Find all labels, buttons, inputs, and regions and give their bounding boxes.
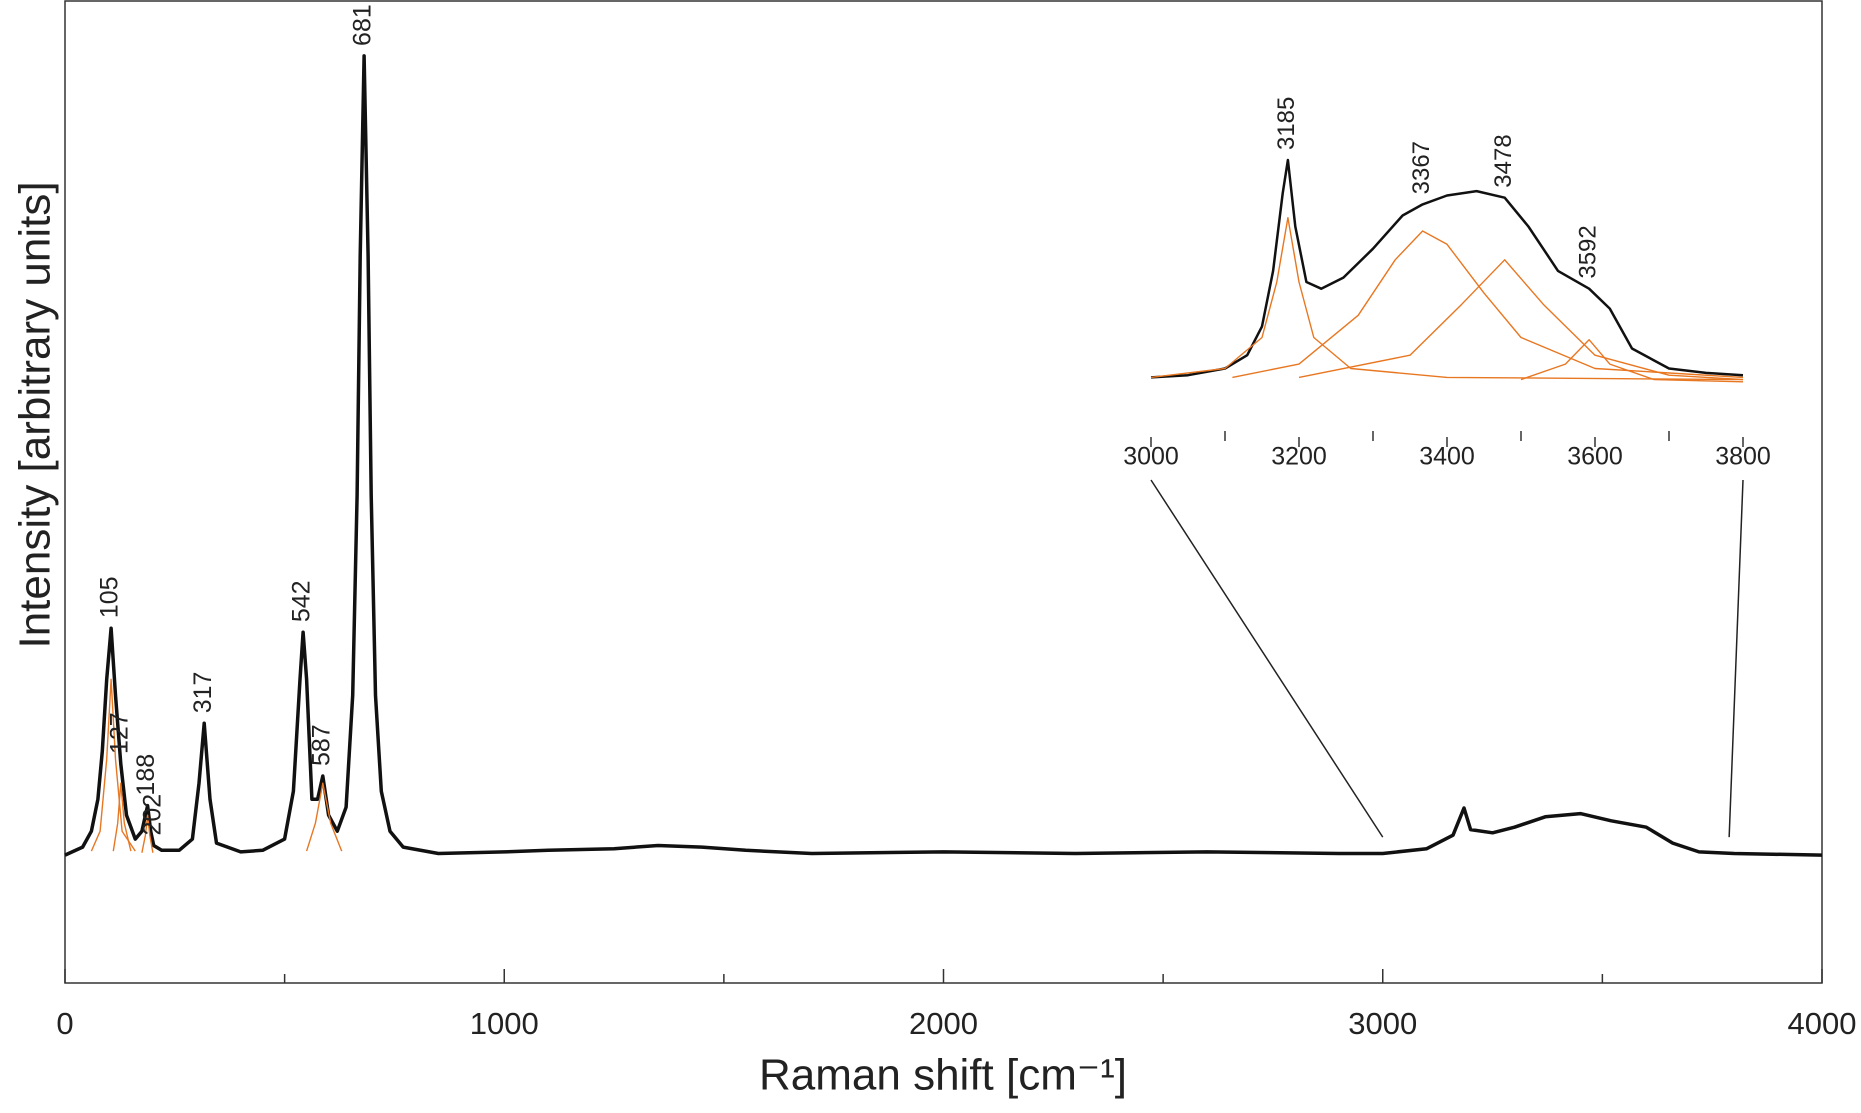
spectrum bbox=[1150, 158, 1744, 379]
x-tick-label: 1000 bbox=[470, 1006, 539, 1041]
peak-label: 127 bbox=[105, 712, 133, 754]
fit-component bbox=[1298, 259, 1744, 381]
x-tick-label: 3400 bbox=[1419, 443, 1475, 471]
peak-label: 3367 bbox=[1408, 141, 1435, 194]
x-tick-label: 2000 bbox=[909, 1006, 978, 1041]
x-tick-label: 3000 bbox=[1348, 1006, 1417, 1041]
x-tick-label: 0 bbox=[56, 1006, 73, 1041]
peak-label: 587 bbox=[307, 724, 335, 766]
peak-label: 542 bbox=[288, 580, 316, 622]
plot-frame bbox=[64, 0, 1823, 984]
fit-component bbox=[112, 782, 132, 852]
fit-component bbox=[90, 678, 136, 852]
zoom-connector bbox=[1150, 479, 1384, 838]
peak-label: 105 bbox=[96, 576, 124, 618]
x-tick-label: 3800 bbox=[1715, 443, 1771, 471]
x-tick-label: 4000 bbox=[1788, 1006, 1857, 1041]
peak-label: 317 bbox=[189, 672, 217, 714]
peak-label: 3478 bbox=[1490, 134, 1517, 187]
fit-component bbox=[1232, 230, 1744, 379]
peak-label: 188 bbox=[132, 754, 160, 796]
spectrum bbox=[64, 54, 1823, 857]
y-axis-title: Intensity [arbitrary units] bbox=[11, 181, 60, 648]
peak-label: 3592 bbox=[1574, 225, 1601, 278]
peak-label: 202 bbox=[138, 794, 166, 836]
x-tick-label: 3000 bbox=[1123, 443, 1179, 471]
peak-label: 681 bbox=[349, 4, 377, 46]
peak-label: 3185 bbox=[1273, 97, 1300, 150]
fit-component bbox=[1150, 217, 1744, 381]
zoom-connector bbox=[1728, 479, 1744, 838]
fit-component bbox=[305, 782, 343, 852]
x-tick-label: 3600 bbox=[1567, 443, 1623, 471]
fit-component bbox=[141, 814, 154, 853]
x-tick-label: 3200 bbox=[1271, 443, 1327, 471]
x-axis-title: Raman shift [cm⁻¹] bbox=[759, 1051, 1127, 1100]
fit-component bbox=[1520, 339, 1744, 383]
